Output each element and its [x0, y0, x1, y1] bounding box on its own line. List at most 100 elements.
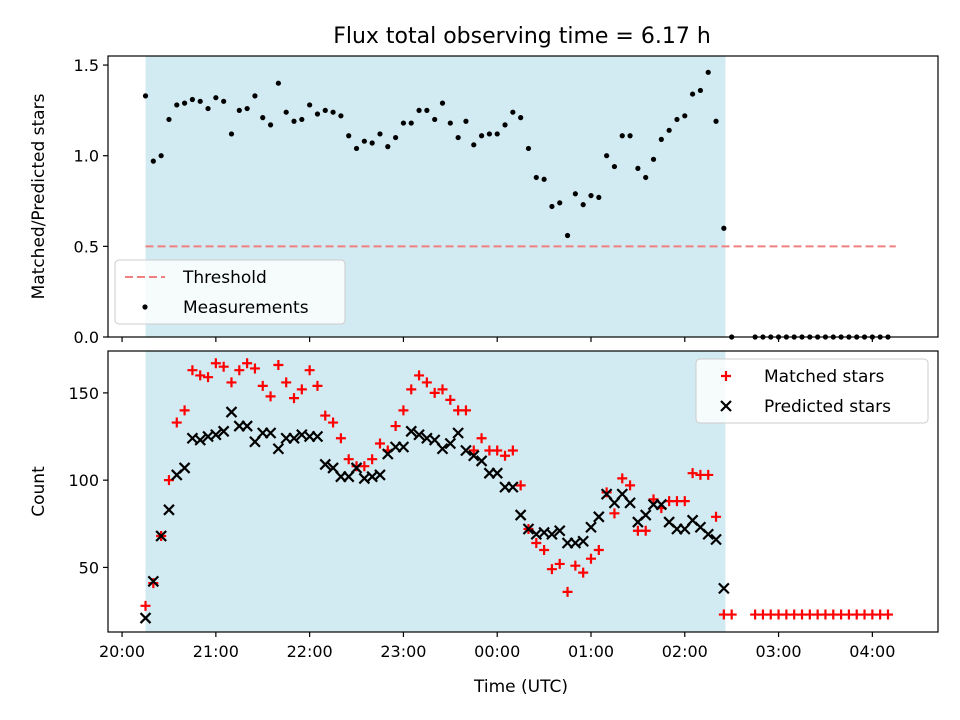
data-point [674, 116, 680, 123]
y-tick-label: 0.5 [74, 237, 99, 256]
data-point [702, 528, 715, 541]
data-point [531, 537, 542, 548]
data-point [570, 560, 581, 571]
data-point [319, 458, 332, 471]
data-point [617, 473, 628, 484]
x-tick-label: 20:00 [99, 642, 145, 661]
data-point [711, 511, 722, 522]
panel-top: 0.0 0.5 1.0 1.5 Matched/Predicted stars Thres… [29, 55, 939, 347]
data-point [257, 380, 268, 391]
data-point [471, 142, 477, 148]
data-point [218, 361, 229, 372]
legend-label: Predicted stars [764, 397, 891, 417]
data-point [148, 578, 159, 589]
data-point [228, 131, 235, 137]
data-point [596, 194, 602, 201]
data-point [361, 138, 367, 144]
legend-box [695, 358, 929, 424]
data-point [281, 377, 292, 388]
data-point [882, 609, 893, 620]
data-point [687, 468, 698, 479]
data-point [640, 525, 651, 536]
data-point [322, 107, 328, 113]
data-point [643, 174, 649, 181]
data-point [486, 131, 492, 137]
data-point [525, 145, 532, 152]
data-point [252, 93, 258, 99]
data-point [221, 98, 227, 104]
series-predicted-stars [141, 407, 730, 624]
data-point [478, 133, 485, 139]
data-point [655, 498, 668, 511]
data-point [163, 504, 175, 516]
data-point [639, 509, 652, 521]
data-point [242, 358, 253, 369]
legend-threshold-label: Threshold [182, 268, 267, 288]
panel-bottom: 50 100 150 20:00 21:00 22:00 23:00 00:00 01:00 02… [29, 350, 939, 661]
y-tick-label: 1.5 [74, 56, 99, 75]
series-measurements [142, 69, 891, 340]
data-point [611, 163, 618, 170]
data-point [445, 394, 456, 405]
data-point [432, 116, 438, 123]
data-point [174, 102, 180, 108]
data-point [507, 481, 519, 493]
data-point [147, 575, 160, 588]
data-point [562, 586, 573, 597]
data-point [593, 544, 604, 555]
x-tick-label: 04:00 [849, 642, 895, 661]
data-point [627, 133, 633, 139]
data-point [444, 437, 457, 450]
data-point [585, 553, 596, 564]
data-point [265, 391, 276, 402]
data-point [142, 93, 149, 99]
data-point [406, 384, 417, 395]
legend-label: Measurements [183, 298, 309, 318]
x-tick-label: 21:00 [193, 642, 239, 661]
data-point [609, 508, 620, 519]
data-point [468, 445, 479, 456]
data-point [424, 107, 430, 113]
data-point [689, 91, 696, 97]
axes-frame [107, 350, 939, 633]
data-point [330, 109, 336, 115]
data-point [314, 111, 321, 117]
data-point [439, 100, 446, 106]
data-point [619, 133, 625, 139]
data-point [275, 80, 281, 86]
data-point [502, 122, 508, 128]
data-point [288, 432, 300, 445]
x-tick-label: 03:00 [756, 642, 802, 661]
data-point [272, 442, 285, 455]
data-point [515, 480, 526, 491]
data-point [385, 144, 391, 150]
data-point [705, 69, 711, 75]
data-point [210, 358, 221, 369]
data-point [203, 372, 214, 383]
data-point [140, 600, 151, 611]
data-point [398, 405, 409, 416]
data-point [205, 105, 211, 112]
data-point [549, 203, 555, 210]
data-point [703, 469, 714, 480]
y-tick-label: 150 [68, 384, 99, 403]
data-point [414, 370, 425, 381]
data-point [726, 609, 737, 620]
data-point [307, 102, 313, 108]
y-tick-label: 0.0 [74, 328, 99, 347]
data-point [682, 113, 688, 119]
data-point [541, 176, 547, 182]
data-point [234, 365, 245, 376]
data-point [585, 521, 597, 534]
data-point [312, 380, 323, 391]
data-point [374, 438, 385, 449]
data-point [405, 425, 418, 438]
data-point [721, 225, 727, 231]
y-tick-label: 50 [79, 558, 99, 577]
data-point [475, 455, 488, 467]
data-point [374, 469, 386, 481]
series-matched-stars [140, 358, 893, 620]
data-point [289, 393, 300, 404]
data-point [197, 98, 203, 104]
data-point [553, 524, 566, 537]
